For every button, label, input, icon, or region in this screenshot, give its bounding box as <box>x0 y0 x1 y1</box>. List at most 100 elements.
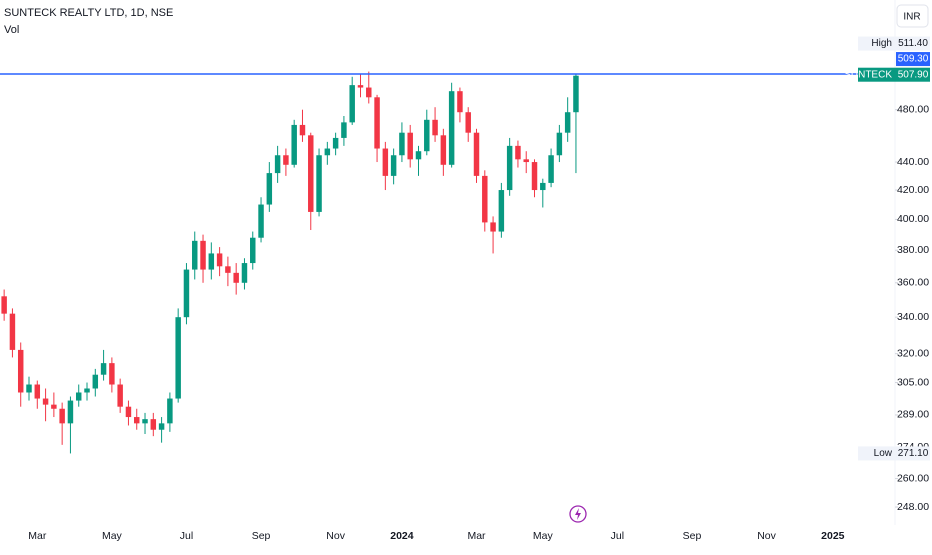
last-price-label: SUNTECK <box>844 69 892 80</box>
candle-body <box>482 175 488 223</box>
candle-body <box>225 266 231 273</box>
candle-body <box>258 204 264 238</box>
high-marker-label: High <box>871 38 892 49</box>
candle-body <box>390 155 397 176</box>
candle-body <box>233 272 239 283</box>
candle-body <box>92 374 99 389</box>
candle-body <box>291 124 297 165</box>
last-price-value: 507.90 <box>898 69 929 80</box>
y-tick-label: 480.00 <box>897 103 929 115</box>
low-marker-label: Low <box>874 448 893 459</box>
candle-body <box>374 97 380 149</box>
candle-body <box>266 173 273 205</box>
x-tick-label: 2025 <box>821 530 845 542</box>
currency[interactable]: INR <box>903 12 920 23</box>
candle-body <box>523 159 529 163</box>
candle-body <box>208 253 215 270</box>
candle-body <box>573 75 579 113</box>
x-tick-label: May <box>533 530 554 542</box>
low-marker-label-bg <box>858 446 896 461</box>
y-tick-label: 380.00 <box>897 244 929 256</box>
candle-body <box>341 122 347 138</box>
candle-body <box>498 190 505 232</box>
low-marker: Low 271.10 <box>858 446 930 461</box>
candle-body <box>183 269 190 318</box>
candle-body <box>424 119 430 152</box>
y-tick-label: 440.00 <box>897 156 929 168</box>
candle-body <box>117 384 123 407</box>
low-marker-value: 271.10 <box>898 448 929 459</box>
currency-button[interactable] <box>896 4 929 28</box>
x-tick-label: Sep <box>683 530 702 542</box>
candle-body <box>200 240 206 270</box>
candle-body <box>84 388 90 393</box>
candle-body <box>125 406 132 418</box>
candle-body <box>51 404 57 409</box>
candle-body <box>473 132 480 176</box>
icon-bolt[interactable] <box>575 508 581 520</box>
last-price: SUNTECK 507.90 <box>844 67 930 82</box>
candle-body <box>357 85 364 88</box>
candle-body <box>216 253 223 267</box>
y-tick-label: 360.00 <box>897 277 929 289</box>
y-tick-label: 420.00 <box>897 184 929 196</box>
candle-body <box>158 423 165 430</box>
last-price-value-bg <box>896 67 930 82</box>
candle-body <box>59 408 65 424</box>
high-marker-value: 511.40 <box>898 38 928 49</box>
candle-body <box>490 222 496 232</box>
chart-title: SUNTECK REALTY LTD, 1D, NSE <box>4 7 173 19</box>
candle-body <box>283 155 289 165</box>
candle-body <box>9 313 16 350</box>
candle-body <box>465 112 471 133</box>
x-tick-label: Jul <box>611 530 624 542</box>
candle-body <box>548 155 554 183</box>
low-marker-value-bg <box>896 446 930 461</box>
candle-body <box>415 151 422 160</box>
y-tick-label: 320.00 <box>897 347 929 359</box>
x-tick-label: Nov <box>326 530 345 542</box>
candle-body <box>506 145 513 191</box>
candle-body <box>407 132 413 160</box>
candle-body <box>42 398 49 405</box>
candle-body <box>1 296 7 314</box>
price-line-badge: 509.30 <box>896 52 930 67</box>
x-tick-label: May <box>102 530 123 542</box>
candle-body <box>382 148 389 176</box>
high-marker: High 511.40 <box>858 36 930 51</box>
candle-body <box>175 317 181 399</box>
candle-body <box>432 119 438 136</box>
candle-body <box>540 182 546 191</box>
high-marker-value-bg <box>896 36 930 51</box>
y-tick-label: 289.00 <box>897 409 929 421</box>
candle-body <box>17 349 24 393</box>
candle-body <box>67 400 74 424</box>
replay-icon[interactable] <box>569 505 587 523</box>
candle-body <box>142 419 148 424</box>
last-price-label-bg <box>858 67 896 82</box>
volume-label: Vol <box>4 24 19 36</box>
high-marker-label-bg <box>858 36 896 51</box>
candle-body <box>250 237 256 264</box>
x-tick-label: Nov <box>757 530 776 542</box>
candle-body <box>34 384 41 399</box>
candle-body <box>399 132 405 156</box>
price-line-badge-value-bg <box>896 52 930 67</box>
candle-body <box>332 137 339 149</box>
price-line-badge-value: 509.30 <box>898 54 929 65</box>
candle-body <box>564 112 571 133</box>
candle-body <box>192 240 198 270</box>
candle-body <box>134 417 140 424</box>
candle-body <box>75 392 82 401</box>
candle-body <box>109 363 115 385</box>
candle-body <box>26 384 32 393</box>
candle-body <box>366 87 372 98</box>
x-tick-label: Mar <box>28 530 47 542</box>
candle-body <box>324 148 331 156</box>
candle-body <box>308 135 314 212</box>
candle-body <box>100 363 107 375</box>
candle-body <box>448 91 455 165</box>
candle-body <box>556 132 563 156</box>
